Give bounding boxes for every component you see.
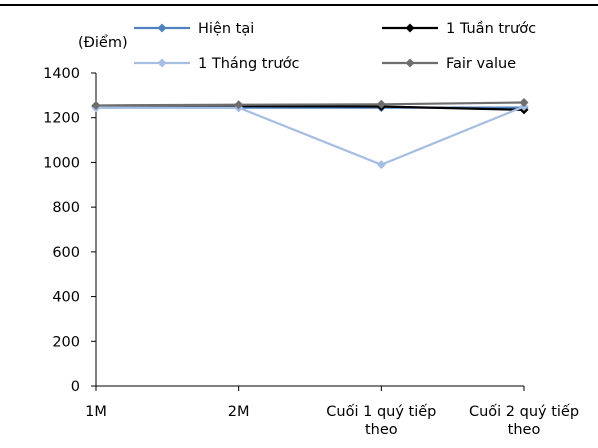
y-tick-label: 0 bbox=[71, 379, 80, 395]
data-point-3-3 bbox=[519, 98, 529, 108]
legend-label: Hiện tại bbox=[198, 21, 254, 37]
series-layer bbox=[91, 98, 529, 170]
y-tick-label: 600 bbox=[52, 245, 80, 261]
legend: Hiện tại 1 Tuần trước 1 Tháng trước Fair va… bbox=[134, 21, 536, 72]
legend-label: 1 Tháng trước bbox=[198, 56, 299, 72]
x-tick-label: Cuối 2 quý tiếp theo bbox=[469, 403, 579, 438]
y-tick-label: 1400 bbox=[43, 66, 80, 82]
y-tick-label: 1000 bbox=[43, 155, 80, 171]
y-unit-label: (Điểm) bbox=[78, 34, 128, 51]
data-point-3-0 bbox=[91, 100, 101, 110]
y-tick-label: 400 bbox=[52, 290, 80, 306]
legend-marker-2 bbox=[157, 58, 167, 68]
series-line-3 bbox=[95, 101, 525, 107]
data-point-3-2 bbox=[376, 99, 386, 109]
legend-marker-0 bbox=[157, 23, 167, 33]
y-tick-label: 200 bbox=[52, 334, 80, 350]
x-tick-label: Cuối 1 quý tiếp theo bbox=[326, 403, 436, 438]
legend-marker-1 bbox=[405, 23, 415, 33]
x-tick-label: 1M bbox=[85, 404, 107, 420]
data-point-2-2 bbox=[376, 160, 386, 170]
x-tick-label: 2M bbox=[228, 404, 250, 420]
legend-marker-3 bbox=[405, 58, 415, 68]
legend-label: Fair value bbox=[446, 56, 516, 72]
axes: 0 200 400 600 800 1000 1200 1400 1M 2M Cuối 1 quý … bbox=[43, 66, 579, 438]
y-tick-label: 800 bbox=[52, 200, 80, 216]
y-tick-label: 1200 bbox=[43, 111, 80, 127]
data-point-3-1 bbox=[234, 100, 244, 110]
series-line-2 bbox=[96, 105, 525, 166]
legend-label: 1 Tuần trước bbox=[446, 21, 536, 37]
